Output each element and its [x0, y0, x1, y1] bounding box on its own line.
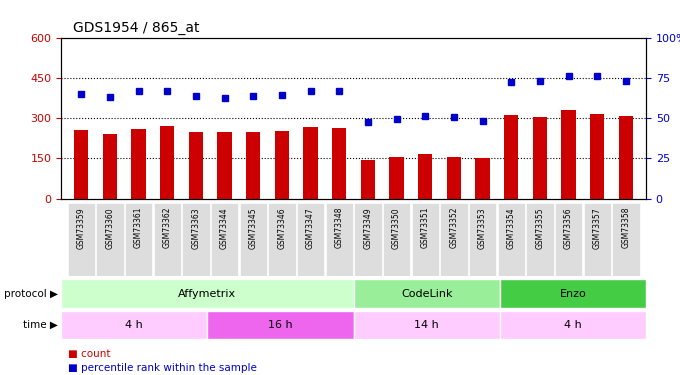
Bar [383, 202, 410, 276]
Text: GSM73363: GSM73363 [192, 207, 201, 249]
Bar [154, 202, 181, 276]
Bar [498, 202, 525, 276]
Bar [555, 202, 582, 276]
Bar [326, 202, 353, 276]
Text: GSM73359: GSM73359 [77, 207, 86, 249]
Bar [583, 202, 611, 276]
Bar [297, 202, 324, 276]
Text: time ▶: time ▶ [23, 320, 58, 330]
Bar [532, 117, 547, 199]
Bar [246, 132, 260, 199]
Bar [61, 279, 354, 308]
Text: GSM73360: GSM73360 [105, 207, 114, 249]
Bar [418, 154, 432, 199]
Bar [160, 126, 175, 199]
Text: GSM73362: GSM73362 [163, 207, 172, 248]
Text: 14 h: 14 h [414, 320, 439, 330]
Bar [211, 202, 239, 276]
Bar [332, 128, 346, 199]
Bar [74, 130, 88, 199]
Text: GSM73355: GSM73355 [535, 207, 545, 249]
Text: Enzo: Enzo [560, 289, 586, 299]
Text: GSM73358: GSM73358 [622, 207, 630, 248]
Bar [500, 310, 646, 339]
Bar [440, 202, 468, 276]
Bar [275, 131, 289, 199]
Bar [189, 132, 203, 199]
Bar [268, 202, 296, 276]
Text: GSM73354: GSM73354 [507, 207, 515, 249]
Bar [96, 202, 124, 276]
Bar [354, 202, 381, 276]
Bar [218, 132, 232, 199]
Text: GSM73353: GSM73353 [478, 207, 487, 249]
Bar [390, 157, 404, 199]
Bar [61, 310, 207, 339]
Text: GSM73356: GSM73356 [564, 207, 573, 249]
Bar [354, 279, 500, 308]
Text: GSM73347: GSM73347 [306, 207, 315, 249]
Text: GSM73345: GSM73345 [249, 207, 258, 249]
Bar [619, 116, 633, 199]
Bar [590, 114, 605, 199]
Bar [239, 202, 267, 276]
Bar [612, 202, 640, 276]
Text: GSM73351: GSM73351 [421, 207, 430, 248]
Bar [447, 156, 461, 199]
Text: CodeLink: CodeLink [401, 289, 452, 299]
Text: Affymetrix: Affymetrix [178, 289, 237, 299]
Text: GSM73357: GSM73357 [593, 207, 602, 249]
Bar [207, 310, 354, 339]
Text: 16 h: 16 h [268, 320, 293, 330]
Text: GSM73346: GSM73346 [277, 207, 286, 249]
Bar [504, 116, 518, 199]
Bar [469, 202, 496, 276]
Bar [475, 158, 490, 199]
Text: ■ count: ■ count [68, 350, 110, 359]
Text: 4 h: 4 h [125, 320, 143, 330]
Bar [67, 202, 95, 276]
Text: GSM73361: GSM73361 [134, 207, 143, 248]
Bar [526, 202, 554, 276]
Bar [131, 129, 146, 199]
Text: GSM73348: GSM73348 [335, 207, 344, 248]
Text: GSM73350: GSM73350 [392, 207, 401, 249]
Bar [411, 202, 439, 276]
Bar [182, 202, 209, 276]
Text: GSM73344: GSM73344 [220, 207, 229, 249]
Text: GSM73349: GSM73349 [363, 207, 373, 249]
Text: 4 h: 4 h [564, 320, 582, 330]
Bar [354, 310, 500, 339]
Text: GSM73352: GSM73352 [449, 207, 458, 248]
Text: GDS1954 / 865_at: GDS1954 / 865_at [73, 21, 199, 35]
Bar [361, 160, 375, 199]
Bar [125, 202, 152, 276]
Text: ■ percentile rank within the sample: ■ percentile rank within the sample [68, 363, 257, 373]
Text: protocol ▶: protocol ▶ [4, 289, 58, 299]
Bar [562, 110, 576, 199]
Bar [303, 127, 318, 199]
Bar [500, 279, 646, 308]
Bar [103, 134, 117, 199]
